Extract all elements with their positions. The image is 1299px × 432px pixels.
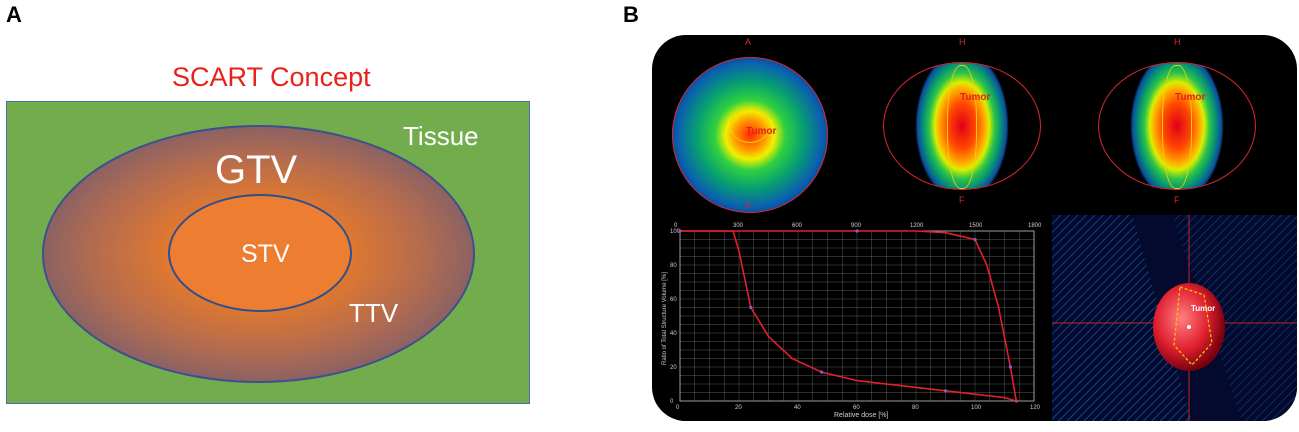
dvh-top-tick-label: 600 — [792, 223, 803, 229]
dvh-top-tick-label: 900 — [851, 223, 862, 229]
tumor-3d-target-outline — [1173, 286, 1213, 366]
panel-a: A SCART Concept Tissue GTV STV TTV — [0, 0, 620, 432]
sagittal-bottom-label: F — [1174, 195, 1180, 205]
coronal-tumor-label: Tumor — [960, 92, 991, 103]
coronal-top-label: H — [959, 37, 966, 47]
dvh-x-tick-label: 20 — [735, 405, 742, 411]
dvh-y-tick-label: 100 — [670, 229, 681, 235]
dvh-series-point — [973, 237, 977, 242]
dvh-x-tick-label: 40 — [794, 405, 801, 411]
dvh-background — [654, 215, 1050, 421]
axial-bottom-label: P — [745, 201, 752, 211]
coronal-bottom-label: F — [959, 195, 965, 205]
dvh-chart: 0 20 40 60 80 100 1200 300 600 900 1200 1500 1800020… — [654, 215, 1050, 421]
tumor-3d-view: Tumor — [1052, 215, 1297, 421]
panel-b-dose-viewer: Tumor A P Tumor H F Tumor H F 0 20 40 60 80 1… — [652, 35, 1297, 421]
tumor-3d-render: Tumor — [1052, 215, 1297, 421]
coronal-body-contour — [883, 62, 1041, 190]
dvh-y-axis-label: Ratio of Total Structure Volume [%] — [662, 272, 668, 365]
dvh-x-tick-label: 120 — [1030, 405, 1041, 411]
dvh-x-tick-label: 60 — [853, 405, 860, 411]
panel-b-letter: B — [623, 2, 639, 27]
axial-body-contour — [672, 57, 828, 213]
dvh-x-axis-label: Relative dose [%] — [834, 412, 889, 419]
gtv-label: GTV — [215, 148, 298, 192]
scart-concept-title: SCART Concept — [172, 62, 371, 92]
dvh-ticks: 0 20 40 60 80 100 1200 300 600 900 1200 1500 1800020… — [670, 223, 1042, 411]
dvh-top-tick-label: 300 — [733, 223, 744, 229]
dvh-series-point — [1008, 365, 1012, 369]
beam-field-right — [1172, 215, 1297, 421]
dvh-top-tick-label: 1500 — [969, 223, 983, 229]
sagittal-top-label: H — [1174, 37, 1181, 47]
axial-view: Tumor A P — [652, 35, 852, 225]
dvh-top-tick-label: 0 — [674, 223, 678, 229]
dvh-series-point — [943, 389, 948, 393]
dvh-series-point — [678, 229, 682, 233]
tumor-3d-isocenter — [1187, 325, 1191, 329]
coronal-tumor-contour — [947, 65, 977, 189]
axial-tumor-contour — [730, 109, 770, 143]
sagittal-view: Tumor H F — [1077, 35, 1277, 225]
dvh-x-tick-label: 0 — [676, 405, 680, 411]
dvh-series-point — [749, 305, 753, 310]
stv-label: STV — [241, 240, 290, 268]
dvh-x-tick-label: 100 — [971, 405, 982, 411]
dvh-y-tick-label: 40 — [670, 331, 677, 337]
panel-a-letter: A — [6, 2, 22, 27]
dvh-series-line-1 — [680, 230, 1018, 402]
tissue-label: Tissue — [403, 121, 479, 151]
dvh-y-tick-label: 80 — [670, 263, 677, 269]
dvh-y-tick-label: 0 — [670, 399, 674, 405]
axial-top-label: A — [745, 37, 752, 47]
dvh-x-tick-label: 80 — [912, 405, 919, 411]
coronal-view: Tumor H F — [862, 35, 1062, 225]
dvh-series-point — [855, 229, 859, 233]
dvh-top-tick-label: 1800 — [1028, 223, 1042, 229]
dvh-series-point — [820, 370, 824, 374]
sagittal-body-contour — [1098, 62, 1256, 190]
sagittal-tumor-label: Tumor — [1175, 92, 1206, 103]
dvh-lines — [678, 229, 1018, 403]
dvh-top-tick-label: 1200 — [910, 223, 924, 229]
stv-region — [168, 194, 352, 312]
sagittal-tumor-contour — [1162, 65, 1192, 189]
axial-tumor-label: Tumor — [746, 126, 777, 137]
beam-field-left — [1052, 215, 1192, 421]
ttv-label: TTV — [349, 298, 399, 328]
dvh-grid — [679, 230, 1035, 402]
dvh-y-tick-label: 20 — [670, 365, 677, 371]
dvh-y-tick-label: 60 — [670, 297, 677, 303]
tumor-3d-label: Tumor — [1191, 304, 1215, 313]
